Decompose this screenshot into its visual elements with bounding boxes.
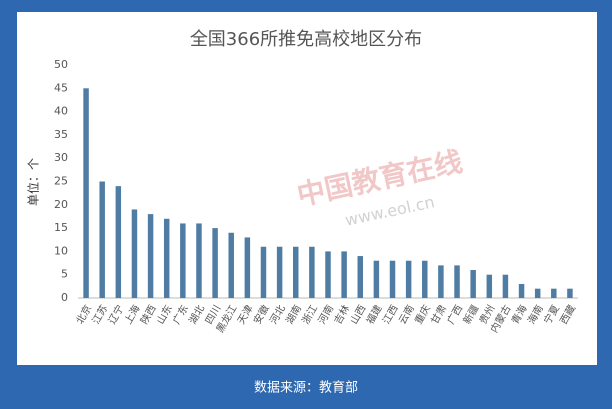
bar — [405, 260, 412, 298]
bar — [567, 288, 573, 298]
y-tick-label: 20 — [54, 198, 68, 211]
bar — [131, 209, 138, 298]
bar — [147, 214, 154, 298]
bar — [309, 246, 315, 298]
bar — [163, 218, 170, 298]
y-tick-label: 15 — [54, 221, 68, 234]
bar — [486, 274, 493, 298]
bar — [470, 270, 476, 298]
bar — [244, 237, 251, 298]
y-tick-label: 30 — [54, 151, 68, 164]
y-tick-label: 45 — [54, 81, 68, 94]
bar — [325, 251, 331, 298]
bar — [341, 251, 347, 298]
footer: 数据来源：教育部 — [254, 380, 358, 396]
bar — [180, 223, 186, 298]
y-tick-label: 5 — [61, 268, 68, 281]
bar — [551, 288, 557, 298]
y-tick-label: 25 — [54, 175, 68, 188]
y-tick-label: 10 — [54, 244, 68, 257]
bar — [260, 246, 267, 298]
y-tick-label: 50 — [54, 58, 68, 71]
bar — [373, 260, 380, 298]
bar — [196, 223, 202, 298]
chart-title: 全国366所推免高校地区分布 — [190, 29, 422, 50]
y-axis-label: 单位：个 — [26, 158, 41, 206]
bar — [422, 260, 428, 298]
y-tick-label: 0 — [61, 291, 68, 304]
bar — [228, 232, 234, 298]
bar — [357, 256, 363, 298]
y-tick-label: 35 — [54, 128, 68, 141]
bar — [83, 88, 89, 298]
bar — [502, 274, 509, 298]
chart-panel — [17, 12, 597, 365]
bar — [518, 284, 525, 298]
bar — [454, 265, 460, 298]
bar — [276, 246, 283, 298]
bar — [212, 228, 218, 298]
bar — [534, 288, 541, 298]
y-tick-label: 40 — [54, 105, 68, 118]
bar — [389, 260, 396, 298]
bar — [293, 246, 299, 298]
bar — [115, 186, 122, 298]
bar — [438, 265, 444, 298]
bar — [99, 181, 105, 298]
